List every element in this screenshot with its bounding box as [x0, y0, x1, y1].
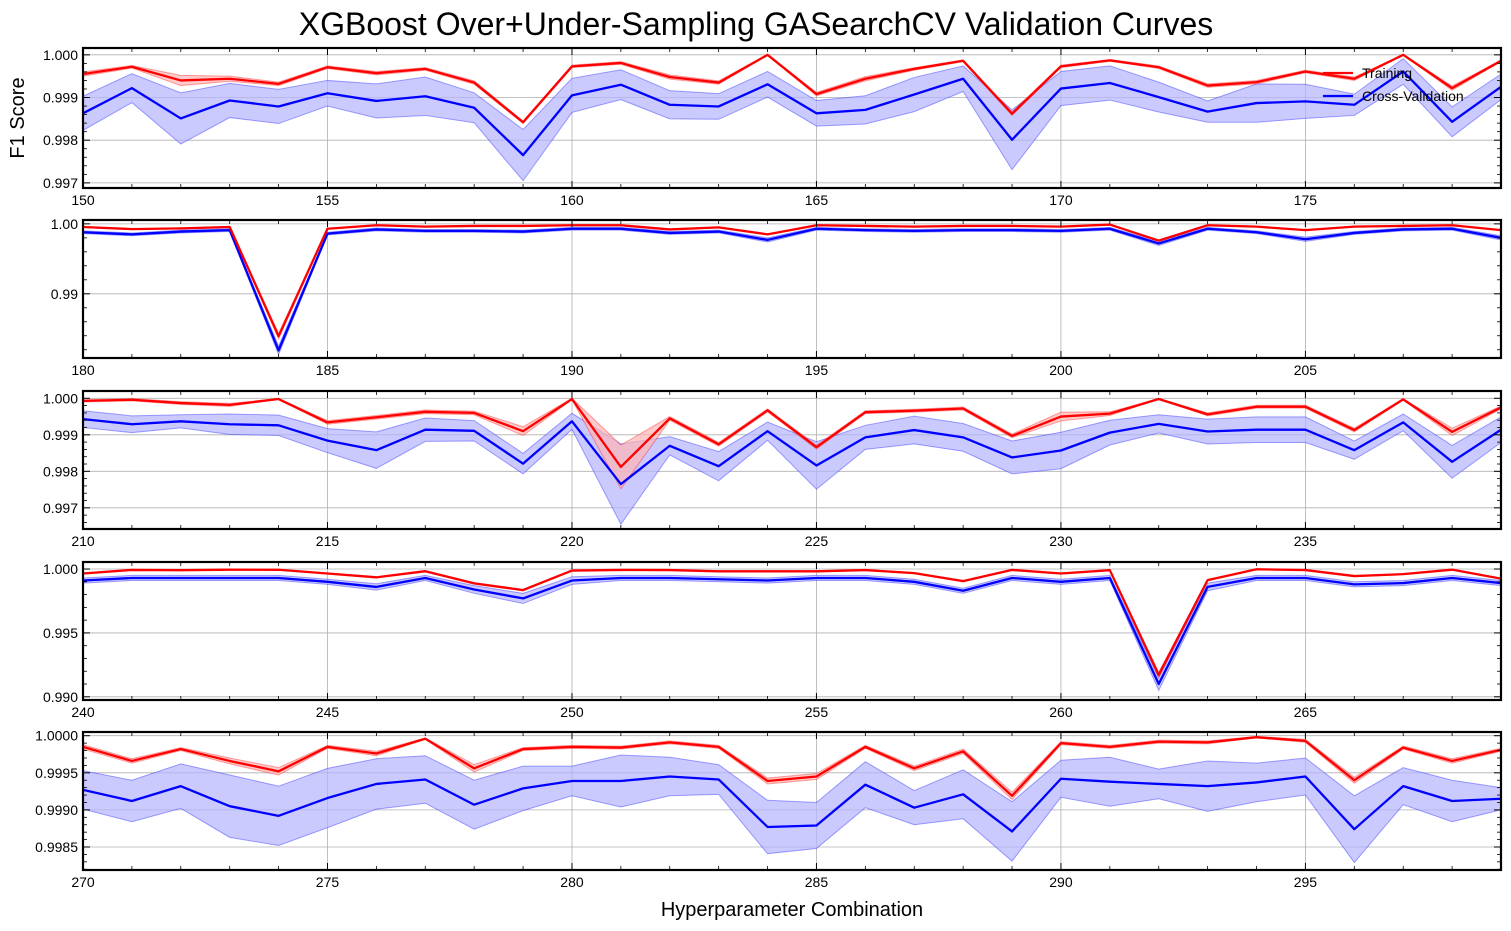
y-tick-label: 0.999: [43, 427, 78, 443]
panels-group: 150 155 160 165 170 175 0.997 0.998 0.999 1.000 18…: [35, 46, 1503, 890]
x-tick-label: 240: [71, 704, 95, 720]
cv-std-band: [83, 58, 1501, 182]
panel-5-plot-area: [83, 735, 1501, 864]
x-tick-label: 170: [1049, 192, 1073, 208]
cv-series-line: [83, 775, 1501, 833]
x-tick-label: 205: [1294, 362, 1318, 378]
y-tick-label: 0.998: [43, 463, 78, 479]
panel-frame: [81, 560, 1503, 702]
x-tick-label: 200: [1049, 362, 1073, 378]
cv-std-band: [83, 226, 1501, 356]
chart-title: XGBoost Over+Under-Sampling GASearchCV V…: [299, 6, 1213, 42]
x-tick-label: 275: [316, 874, 340, 890]
x-tick-label: 270: [71, 874, 95, 890]
x-tick-label: 235: [1294, 533, 1318, 549]
y-tick-label: 1.000: [43, 390, 78, 406]
x-tick-label: 220: [560, 533, 584, 549]
y-tick-label: 1.00: [51, 216, 78, 232]
cv-series-line: [83, 227, 1501, 352]
panel-frame: [81, 218, 1503, 360]
legend-cv-label: Cross-Validation: [1362, 88, 1464, 104]
cv-series-line: [83, 576, 1501, 686]
cv-std-band: [83, 754, 1501, 864]
panel-2: 180 185 190 195 200 205 0.99 1.00: [51, 216, 1503, 378]
y-tick-label: 0.997: [43, 500, 78, 516]
y-tick-label: 0.997: [43, 175, 78, 191]
x-tick-label: 260: [1049, 704, 1073, 720]
training-series-line: [83, 736, 1501, 797]
y-tick-label: 0.998: [43, 132, 78, 148]
y-axis-label: F1 Score: [7, 77, 29, 158]
x-tick-label: 245: [316, 704, 340, 720]
training-series-line: [83, 568, 1501, 676]
x-tick-label: 155: [316, 192, 340, 208]
training-series-line: [83, 397, 1501, 469]
legend: Training Cross-Validation: [1323, 65, 1464, 104]
x-tick-label: 265: [1294, 704, 1318, 720]
panel-3-plot-area: [83, 397, 1501, 526]
x-tick-label: 190: [560, 362, 584, 378]
panel-1-plot-area: [83, 53, 1501, 182]
x-tick-label: 225: [805, 533, 829, 549]
x-tick-label: 185: [316, 362, 340, 378]
cv-std-band: [83, 410, 1501, 526]
x-tick-label: 210: [71, 533, 95, 549]
panel-4-plot-area: [83, 568, 1501, 692]
panel-frame: [81, 46, 1503, 190]
y-tick-label: 0.995: [43, 625, 78, 641]
x-tick-label: 285: [805, 874, 829, 890]
x-tick-label: 255: [805, 704, 829, 720]
legend-training-label: Training: [1362, 65, 1412, 81]
x-tick-label: 150: [71, 192, 95, 208]
y-tick-label: 1.000: [43, 47, 78, 63]
panel-5: 270 275 280 285 290 295 0.9985 0.9990 0.9995 1.00…: [35, 728, 1503, 890]
cv-std-band: [83, 574, 1501, 692]
x-tick-label: 290: [1049, 874, 1073, 890]
training-series-line: [83, 223, 1501, 338]
y-tick-label: 0.99: [51, 286, 78, 302]
panel-3: 210 215 220 225 230 235 0.997 0.998 0.999 1.000: [43, 389, 1503, 549]
cv-series-line: [83, 70, 1501, 157]
y-tick-label: 0.990: [43, 689, 78, 705]
x-tick-label: 230: [1049, 533, 1073, 549]
panel-1: 150 155 160 165 170 175 0.997 0.998 0.999 1.000: [43, 46, 1503, 208]
x-tick-label: 180: [71, 362, 95, 378]
x-axis-label: Hyperparameter Combination: [661, 899, 923, 921]
y-tick-label: 0.9985: [35, 839, 78, 855]
y-tick-label: 1.0000: [35, 728, 78, 744]
x-tick-label: 250: [560, 704, 584, 720]
y-tick-label: 1.000: [43, 561, 78, 577]
x-tick-label: 280: [560, 874, 584, 890]
panel-frame: [81, 389, 1503, 531]
y-tick-label: 0.9995: [35, 765, 78, 781]
training-series-line: [83, 53, 1501, 124]
x-tick-label: 295: [1294, 874, 1318, 890]
y-tick-label: 0.999: [43, 90, 78, 106]
x-tick-label: 165: [805, 192, 829, 208]
cv-series-line: [83, 417, 1501, 486]
x-tick-label: 160: [560, 192, 584, 208]
x-tick-label: 195: [805, 362, 829, 378]
panel-4: 240 245 250 255 260 265 0.990 0.995 1.000: [43, 560, 1503, 720]
x-tick-label: 215: [316, 533, 340, 549]
training-std-band: [83, 735, 1501, 801]
panel-frame: [81, 730, 1503, 872]
x-tick-label: 175: [1294, 192, 1318, 208]
y-tick-label: 0.9990: [35, 802, 78, 818]
